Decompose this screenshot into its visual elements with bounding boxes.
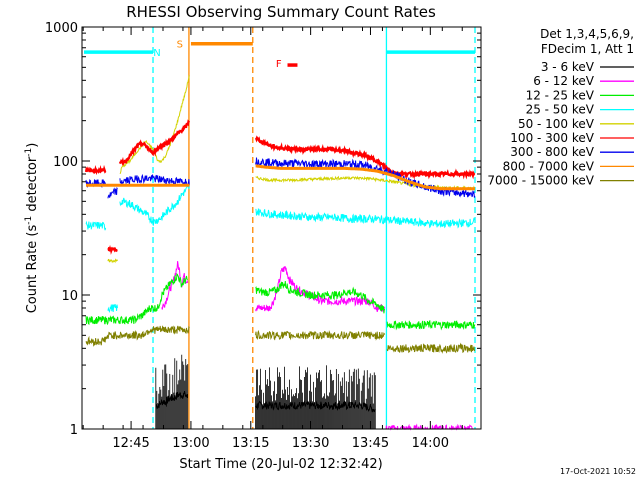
series-300-800-kev-segment-3 <box>255 157 476 198</box>
series-25-50-kev-segment-3 <box>255 208 476 229</box>
y-axis-label-sup2: -1 <box>24 148 34 157</box>
axes: 1 10 100 1000 12:45 13:00 13:15 13:30 13:45 14:00 <box>45 21 482 451</box>
series-7000-15000-kev-segment-2 <box>386 342 476 354</box>
series-3-6-kev-spikes <box>155 354 376 429</box>
series-12-25-kev-segment-2 <box>386 319 476 331</box>
chart-title: RHESSI Observing Summary Count Rates <box>126 3 436 21</box>
y-axis-label-sup1: -1 <box>24 216 34 225</box>
legend-entry-label: 100 - 300 keV <box>510 131 594 145</box>
plot-area: N S F <box>83 27 476 431</box>
series-100-300-kev-segment-3 <box>254 135 476 180</box>
series-100-300-kev-segment-0 <box>84 164 107 176</box>
series-100-300-kev-segment-1 <box>107 244 118 255</box>
series-25-50-kev <box>85 185 476 313</box>
flag-label-S: S <box>177 40 183 51</box>
legend-entry-label: 300 - 800 keV <box>510 145 594 159</box>
legend-entry-label: 50 - 100 keV <box>518 117 595 131</box>
series-300-800-kev-segment-2 <box>119 173 190 187</box>
y-axis-label: Count Rate (s-1 detector-1) <box>24 143 40 314</box>
y-tick-label: 10 <box>61 289 78 304</box>
x-tick-label: 13:15 <box>232 436 269 451</box>
legend-entry-label: 800 - 7000 keV <box>503 159 595 173</box>
y-axis-label-start: Count Rate (s <box>25 225 40 314</box>
legend-entry-label: 6 - 12 keV <box>533 74 595 88</box>
flag-label-N: N <box>153 48 160 59</box>
series-100-300-kev <box>84 119 476 255</box>
series-50-100-kev-segment-2 <box>255 175 476 191</box>
footer-date: 17-Oct-2021 10:52 <box>560 467 636 476</box>
x-tick-label: 12:45 <box>112 436 149 451</box>
legend-entry-label: 3 - 6 keV <box>541 60 595 74</box>
plot-frame <box>81 26 482 430</box>
series-300-800-kev <box>85 157 476 199</box>
series-800-7000-kev-segment-1 <box>255 164 475 191</box>
series-50-100-kev-segment-0 <box>107 258 118 264</box>
series-12-25-kev-segment-0 <box>85 272 188 326</box>
y-tick-label: 1000 <box>45 21 78 36</box>
series-800-7000-kev <box>86 164 475 191</box>
series-7000-15000-kev-segment-1 <box>255 329 386 341</box>
legend-entry-label: 7000 - 15000 keV <box>487 174 594 188</box>
y-axis-label-end: ) <box>25 143 40 148</box>
x-tick-label: 13:30 <box>292 436 329 451</box>
series-50-100-kev-segment-1 <box>119 75 190 175</box>
series-25-50-kev-segment-2 <box>119 185 190 226</box>
legend-header-line-1: Det 1,3,4,5,6,9, <box>540 27 634 41</box>
legend-entry-label: 25 - 50 keV <box>526 103 595 117</box>
series-25-50-kev-segment-1 <box>107 303 118 313</box>
x-tick-label: 13:00 <box>172 436 209 451</box>
legend-entry-label: 12 - 25 keV <box>526 88 595 102</box>
series-6-12-kev-segment-0 <box>161 261 189 310</box>
series-25-50-kev-segment-0 <box>85 220 107 231</box>
series-12-25-kev <box>85 272 476 331</box>
series-7000-15000-kev-segment-0 <box>85 325 190 347</box>
x-tick-label: 13:45 <box>352 436 389 451</box>
legend: Det 1,3,4,5,6,9, FDecim 1, Att 1 3 - 6 k… <box>487 27 634 188</box>
y-tick-label: 1 <box>70 423 78 438</box>
series-6-12-kev-segment-2 <box>385 423 473 431</box>
y-tick-label: 100 <box>53 155 78 170</box>
series-300-800-kev-segment-1 <box>107 186 118 199</box>
y-axis-label-mid: detector <box>25 156 40 216</box>
x-axis-label: Start Time (20-Jul-02 12:32:42) <box>179 457 382 472</box>
legend-header-line-2: FDecim 1, Att 1 <box>541 42 634 56</box>
x-tick-label: 14:00 <box>412 436 449 451</box>
series-12-25-kev-segment-1 <box>255 280 386 314</box>
series-100-300-kev-segment-2 <box>118 119 191 167</box>
series-7000-15000-kev <box>85 325 476 354</box>
flag-label-F: F <box>276 59 282 70</box>
